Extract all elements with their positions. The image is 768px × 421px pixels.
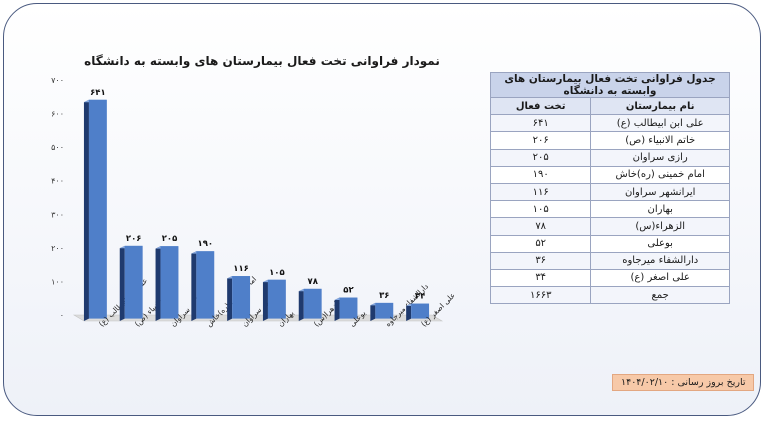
- y-tick-label: ۵۰۰: [51, 143, 64, 152]
- bar: [303, 288, 322, 319]
- bed-count: ۳۶: [489, 251, 592, 270]
- bed-count: ۶۴۱: [489, 114, 592, 133]
- total-value: ۱۶۶۳: [489, 286, 592, 305]
- bed-count: ۱۰۵: [489, 200, 592, 219]
- bar: [411, 303, 430, 319]
- table-row: امام خمینی (ره)خاش ۱۹۰: [489, 165, 730, 184]
- table-row: بهاران ۱۰۵: [489, 200, 730, 219]
- hospital-name: بهاران: [590, 200, 730, 219]
- bar-value-label: ۳۶: [379, 291, 389, 301]
- bar-chart: ۰۱۰۰۲۰۰۳۰۰۴۰۰۵۰۰۶۰۰۷۰۰۶۴۱علی ابن ابیطالب…: [51, 76, 457, 328]
- bar-value-label: ۱۹۰: [198, 239, 214, 249]
- bar-chart-panel: نمودار فراوانی تخت فعال بیمارستان های وا…: [22, 40, 462, 385]
- table-row: رازی سراوان ۲۰۵: [489, 148, 730, 167]
- bed-count: ۲۰۶: [489, 131, 592, 150]
- bar-value-label: ۵۲: [343, 286, 354, 296]
- hospital-beds-table: جدول فراوانی تخت فعال بیمارستان های وابس…: [489, 72, 730, 305]
- hospital-name: دارالشفاء میرجاوه: [590, 251, 730, 270]
- bar-side: [227, 276, 233, 321]
- bar-value-label: ۱۱۶: [233, 264, 249, 274]
- table-total-row: جمع ۱۶۶۳: [489, 286, 730, 305]
- bar: [88, 99, 107, 319]
- bar-side: [83, 99, 89, 321]
- bar-side: [262, 279, 268, 321]
- bed-count: ۲۰۵: [489, 148, 592, 167]
- bar-value-label: ۳۴: [415, 292, 425, 302]
- bar-value-label: ۲۰۶: [126, 234, 142, 244]
- column-header-value: تخت فعال: [489, 96, 592, 116]
- hospital-name: الزهراء(س): [590, 217, 730, 236]
- bed-count: ۳۴: [489, 268, 592, 288]
- hospital-name: خاتم الانبیاء (ص): [590, 131, 730, 150]
- bar-side: [191, 251, 197, 321]
- y-tick-label: ۶۰۰: [51, 110, 64, 119]
- bar-value-label: ۷۸: [308, 277, 319, 287]
- bed-count: ۱۹۰: [489, 165, 592, 184]
- hospital-name: علی اصغر (ع): [590, 268, 730, 288]
- bar-side: [370, 302, 376, 321]
- bar-side: [406, 303, 412, 321]
- total-label: جمع: [590, 286, 730, 305]
- table-row: خاتم الانبیاء (ص) ۲۰۶: [489, 131, 730, 150]
- bar-value-label: ۲۰۵: [162, 234, 178, 244]
- column-header-name: نام بیمارستان: [590, 96, 730, 116]
- y-tick-label: ۳۰۰: [51, 210, 64, 219]
- hospital-name: علی ابن ابیطالب (ع): [590, 114, 730, 133]
- chart-title: نمودار فراوانی تخت فعال بیمارستان های وا…: [84, 54, 440, 68]
- hospital-name: رازی سراوان: [590, 148, 730, 167]
- y-tick-label: ۴۰۰: [51, 177, 64, 186]
- bed-count: ۷۸: [489, 217, 592, 236]
- table-title: جدول فراوانی تخت فعال بیمارستان های وابس…: [490, 72, 730, 98]
- bar-side: [155, 246, 161, 321]
- bar: [375, 302, 394, 319]
- bar: [124, 245, 143, 319]
- update-date-badge: تاریخ بروز رسانی : ۱۴۰۴/۰۲/۱۰: [612, 374, 755, 391]
- table-row: دارالشفاء میرجاوه ۳۶: [489, 251, 730, 270]
- y-tick-label: ۰: [60, 311, 64, 320]
- bar: [339, 297, 358, 319]
- bar-side: [298, 288, 304, 321]
- bar: [196, 251, 215, 319]
- table-header-row: نام بیمارستان تخت فعال: [489, 96, 730, 116]
- table-title-row: جدول فراوانی تخت فعال بیمارستان های وابس…: [490, 72, 730, 98]
- data-table-panel: جدول فراوانی تخت فعال بیمارستان های وابس…: [489, 72, 730, 305]
- table-row: علی ابن ابیطالب (ع) ۶۴۱: [489, 114, 730, 133]
- bed-count: ۱۱۶: [489, 182, 592, 202]
- bar-value-label: ۱۰۵: [269, 268, 285, 278]
- hospital-name: ایرانشهر سراوان: [590, 182, 730, 202]
- bar: [232, 276, 251, 319]
- bar-value-label: ۶۴۱: [90, 88, 106, 98]
- table-row: علی اصغر (ع) ۳۴: [489, 268, 730, 288]
- bar: [267, 279, 286, 319]
- bar-side: [334, 297, 340, 321]
- hospital-name: امام خمینی (ره)خاش: [590, 165, 730, 184]
- hospital-name: بوعلی: [590, 234, 730, 253]
- y-tick-label: ۲۰۰: [51, 244, 64, 253]
- bar-side: [119, 245, 125, 321]
- table-row: بوعلی ۵۲: [489, 234, 730, 253]
- bed-count: ۵۲: [489, 234, 592, 253]
- y-tick-label: ۱۰۰: [51, 277, 64, 286]
- y-tick-label: ۷۰۰: [51, 76, 64, 85]
- table-row: الزهراء(س) ۷۸: [489, 217, 730, 236]
- table-row: ایرانشهر سراوان ۱۱۶: [489, 182, 730, 202]
- bar: [160, 246, 179, 319]
